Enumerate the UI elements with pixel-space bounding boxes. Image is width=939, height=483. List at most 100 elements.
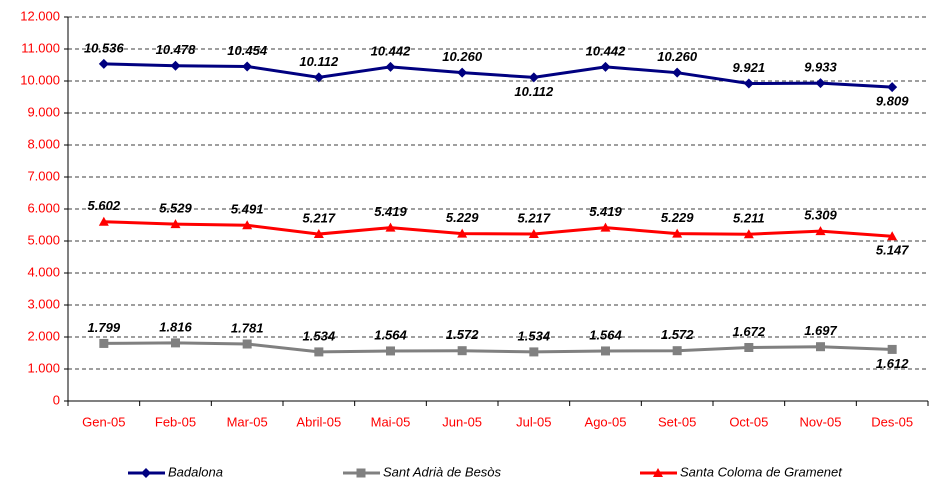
data-label: 1.572 [446,327,479,342]
marker [887,344,897,354]
data-label: 10.442 [586,43,627,58]
y-tick-label: 1.000 [27,360,60,375]
marker [600,61,611,72]
data-label: 5.491 [231,202,264,217]
marker [385,222,396,232]
marker [815,226,826,236]
data-label: 5.419 [589,204,622,219]
y-tick-label: 7.000 [27,168,60,183]
y-tick-label: 12.000 [20,8,60,23]
data-label: 1.564 [589,327,622,342]
data-label: 9.933 [804,60,837,75]
data-label: 10.112 [299,54,339,69]
x-tick-label: Ago-05 [585,414,627,429]
data-label: 10.112 [514,84,554,99]
data-label: 5.529 [159,201,192,216]
data-label: 10.260 [657,49,698,64]
x-tick-label: Oct-05 [729,414,768,429]
x-tick-label: Jun-05 [442,414,482,429]
marker [99,338,109,348]
data-label: 1.612 [876,356,909,371]
marker [743,78,754,89]
marker [529,347,539,357]
x-tick-label: Mar-05 [227,414,268,429]
marker [601,346,610,356]
x-tick-label: Jul-05 [516,414,551,429]
data-label: 5.147 [876,243,909,258]
marker [815,78,826,89]
marker [887,82,898,93]
marker [314,347,324,357]
y-tick-label: 5.000 [27,232,60,247]
marker [653,468,663,477]
x-tick-label: Mai-05 [371,414,411,429]
marker [672,228,683,238]
data-label: 1.816 [159,319,192,334]
marker [600,222,611,232]
marker [313,72,324,83]
marker [816,342,825,352]
data-label: 5.602 [88,198,121,213]
series-line [103,341,893,354]
x-tick-label: Gen-05 [82,414,125,429]
data-label: 1.697 [804,323,837,338]
data-label: 5.419 [374,204,407,219]
data-label: 1.781 [231,320,264,335]
y-tick-label: 9.000 [27,104,60,119]
y-tick-label: 3.000 [27,296,60,311]
data-label: 5.217 [303,210,336,225]
marker [170,60,181,71]
marker [242,220,253,230]
y-tick-label: 0 [53,392,60,407]
data-label: 5.217 [518,210,551,225]
marker [98,58,109,69]
marker [457,228,468,238]
marker [385,61,396,72]
x-tick-label: Set-05 [658,414,696,429]
series-line [103,220,893,238]
series-line [103,62,893,89]
data-label: 1.534 [303,328,336,343]
marker [141,468,151,478]
marker [170,219,181,229]
marker [672,67,683,78]
marker [528,229,539,239]
data-label: 1.572 [661,327,694,342]
x-tick-label: Abril-05 [296,414,341,429]
y-tick-label: 2.000 [27,328,60,343]
legend-label: Sant Adrià de Besòs [383,464,502,479]
marker [313,229,324,239]
marker [98,216,109,226]
legend-label: Badalona [168,464,223,479]
data-label: 5.309 [804,208,837,223]
data-label: 1.799 [88,320,121,335]
marker [744,342,754,352]
x-tick-label: Nov-05 [800,414,842,429]
x-tick-label: Des-05 [871,414,913,429]
data-label: 5.211 [733,211,765,226]
data-label: 9.809 [876,94,909,109]
data-label: 10.260 [442,49,483,64]
data-label: 10.454 [227,43,268,58]
data-label: 9.921 [733,60,766,75]
marker [672,346,682,356]
marker [457,67,468,78]
marker [457,346,467,356]
legend-label: Santa Coloma de Gramenet [680,464,843,479]
marker [171,338,180,348]
marker [386,346,395,356]
data-label: 10.442 [371,43,412,58]
y-tick-label: 10.000 [20,72,60,87]
y-tick-label: 11.000 [21,40,60,55]
x-tick-label: Feb-05 [155,414,196,429]
data-label: 10.536 [84,40,125,55]
y-tick-label: 8.000 [27,136,60,151]
data-label: 10.478 [156,42,197,57]
data-label: 5.229 [661,210,694,225]
marker [242,61,253,72]
y-tick-label: 4.000 [27,264,60,279]
marker [887,231,898,241]
data-label: 1.564 [374,327,407,342]
data-label: 1.534 [518,328,551,343]
